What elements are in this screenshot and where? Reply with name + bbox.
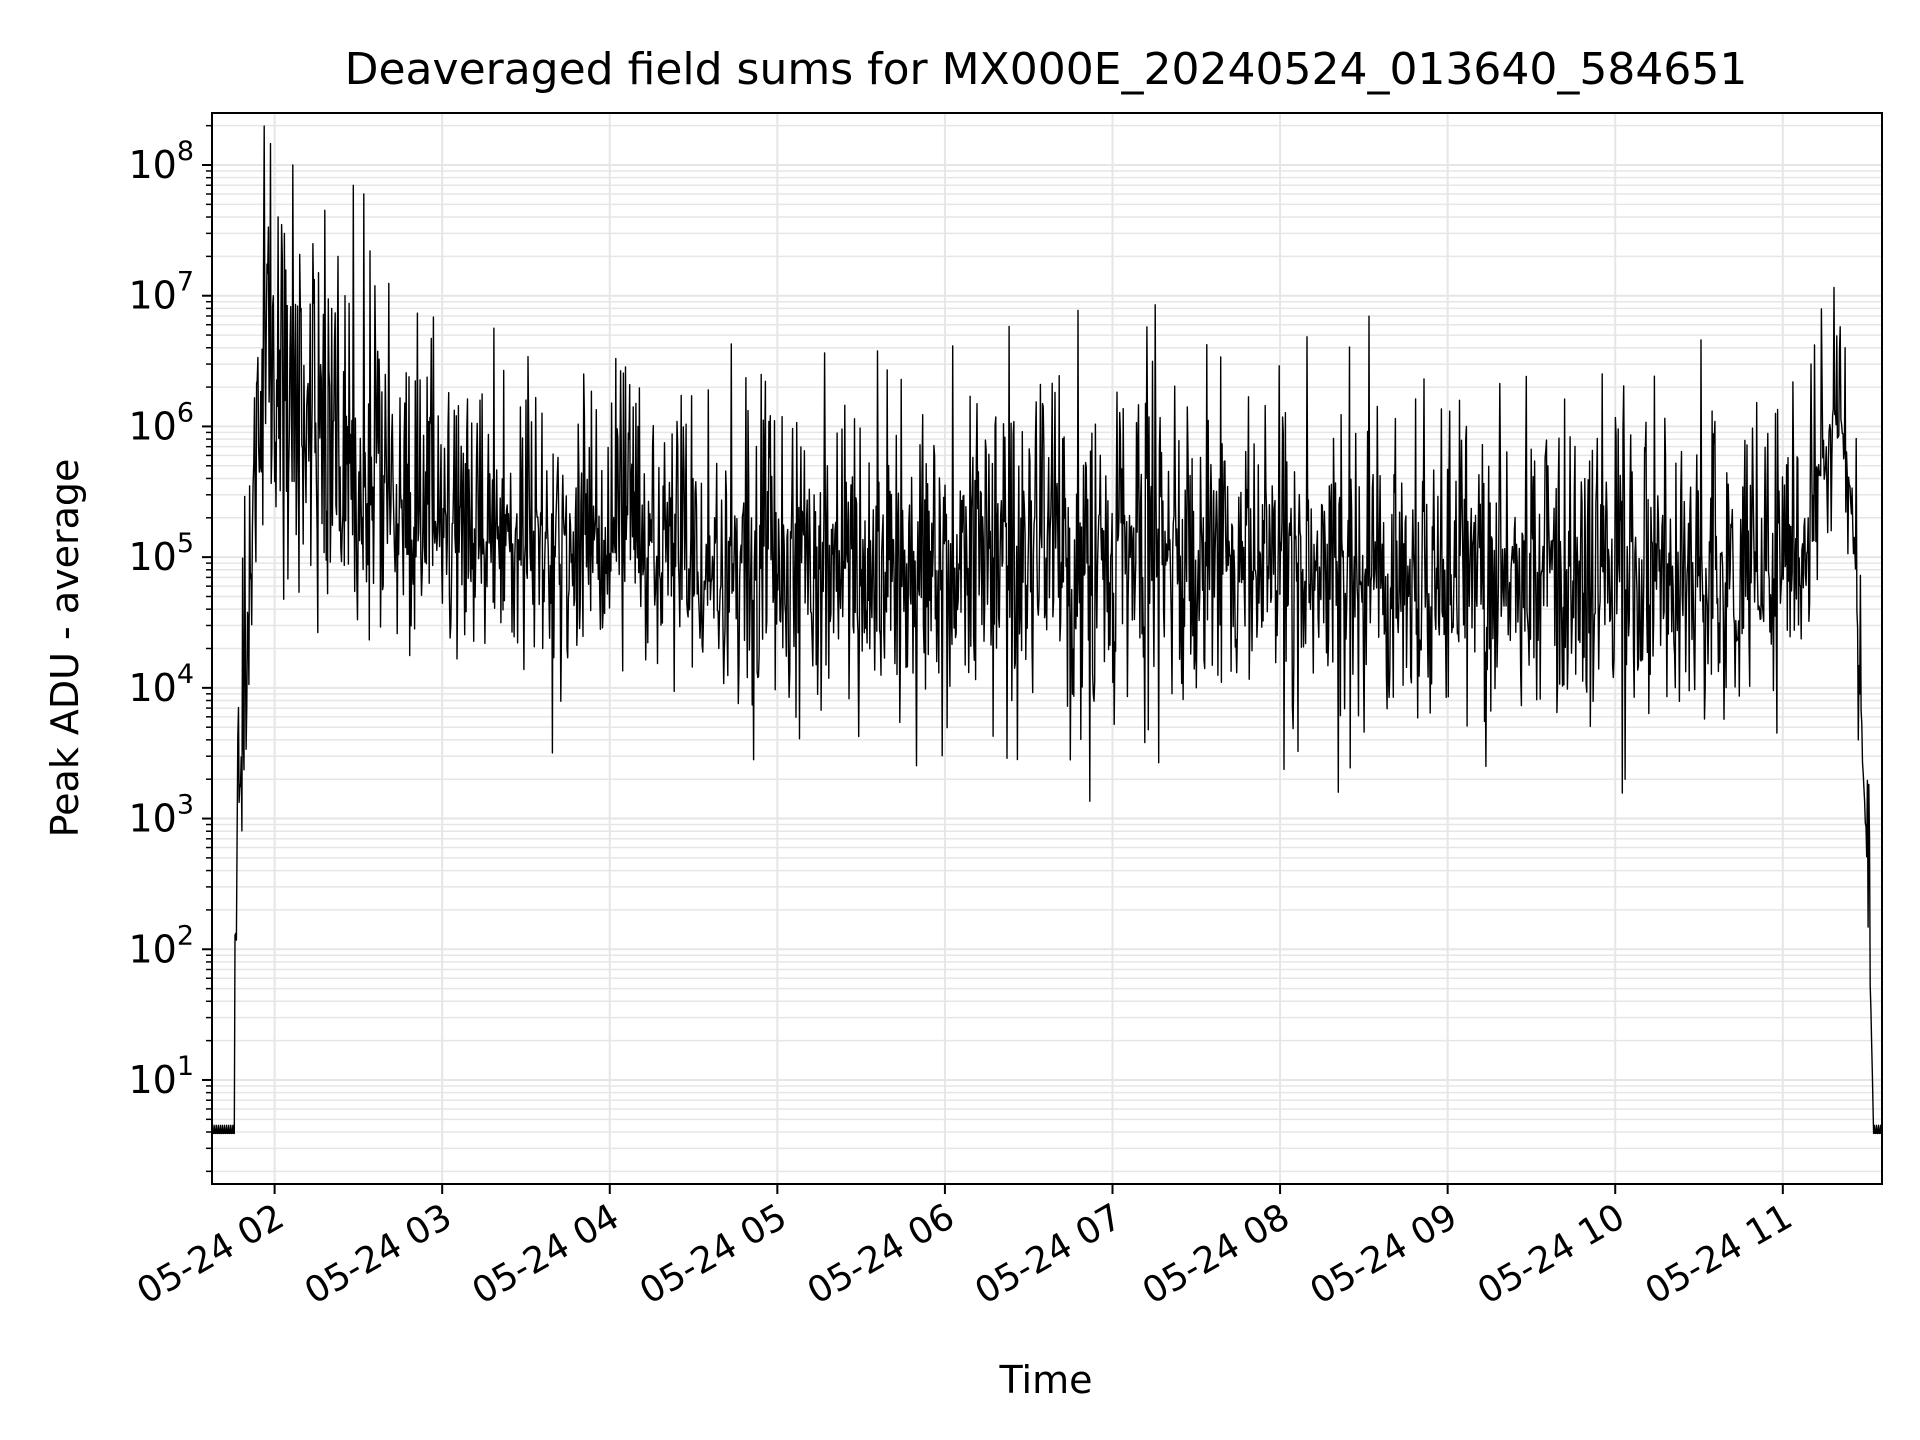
y-axis-label: Peak ADU - average [43, 459, 87, 838]
y-tick-label: 108 [128, 136, 194, 187]
y-tick-label: 105 [128, 528, 194, 579]
x-axis-label: Time [999, 1358, 1093, 1402]
y-tick-label: 103 [128, 790, 194, 841]
chart-title: Deaveraged field sums for MX000E_2024052… [345, 44, 1748, 95]
y-tick-label: 101 [128, 1051, 194, 1102]
y-tick-label: 104 [128, 659, 194, 710]
grid-major [212, 113, 1882, 1184]
y-axis-ticks: 101 102 103 104 105 106 107 108 [128, 124, 212, 1173]
y-tick-label: 107 [128, 267, 194, 318]
data-line [211, 125, 1883, 1135]
y-tick-label: 106 [128, 397, 194, 448]
y-tick-label: 102 [128, 920, 194, 971]
series-group [211, 125, 1883, 1135]
